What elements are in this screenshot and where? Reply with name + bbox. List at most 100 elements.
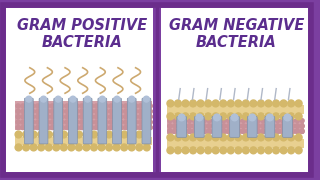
Circle shape — [273, 134, 279, 141]
Circle shape — [98, 144, 105, 151]
Circle shape — [214, 114, 220, 121]
Circle shape — [212, 129, 216, 133]
Circle shape — [167, 100, 174, 107]
Circle shape — [80, 104, 84, 108]
Circle shape — [197, 100, 204, 107]
Circle shape — [53, 131, 60, 138]
Circle shape — [197, 129, 201, 133]
Circle shape — [109, 115, 113, 119]
Circle shape — [258, 134, 264, 141]
Circle shape — [148, 109, 152, 113]
Circle shape — [124, 120, 128, 124]
Circle shape — [113, 131, 120, 138]
Circle shape — [70, 104, 74, 108]
Circle shape — [295, 129, 299, 133]
Circle shape — [258, 113, 264, 120]
Circle shape — [99, 125, 103, 130]
Circle shape — [80, 115, 84, 119]
Circle shape — [295, 124, 299, 128]
Circle shape — [50, 125, 54, 130]
Circle shape — [251, 119, 255, 123]
Circle shape — [183, 129, 187, 133]
Circle shape — [124, 109, 128, 113]
Circle shape — [188, 124, 191, 128]
Circle shape — [53, 144, 60, 151]
Circle shape — [190, 134, 196, 141]
Circle shape — [94, 125, 99, 130]
Circle shape — [136, 131, 143, 138]
Circle shape — [227, 113, 234, 120]
Circle shape — [258, 100, 264, 107]
Circle shape — [70, 125, 74, 130]
Circle shape — [173, 124, 177, 128]
Circle shape — [300, 124, 304, 128]
Circle shape — [183, 124, 187, 128]
Circle shape — [205, 113, 212, 120]
Circle shape — [266, 129, 270, 133]
Circle shape — [148, 125, 152, 130]
Circle shape — [60, 144, 67, 151]
Bar — [15, 137, 152, 145]
Circle shape — [94, 120, 99, 124]
Circle shape — [197, 129, 201, 133]
Circle shape — [243, 113, 249, 120]
Circle shape — [114, 115, 118, 119]
Circle shape — [197, 124, 201, 128]
Circle shape — [99, 115, 103, 119]
Circle shape — [227, 134, 234, 141]
Circle shape — [41, 115, 44, 119]
Circle shape — [288, 113, 294, 120]
Circle shape — [124, 104, 128, 108]
Circle shape — [26, 109, 30, 113]
Circle shape — [235, 134, 242, 141]
Text: GRAM NEGATIVE
BACTERIA: GRAM NEGATIVE BACTERIA — [169, 18, 304, 50]
Circle shape — [174, 134, 181, 141]
Circle shape — [23, 144, 29, 151]
Circle shape — [60, 125, 64, 130]
Circle shape — [148, 115, 152, 119]
Circle shape — [143, 131, 150, 138]
Circle shape — [50, 109, 54, 113]
FancyBboxPatch shape — [68, 98, 77, 144]
Circle shape — [232, 129, 236, 133]
Circle shape — [192, 124, 196, 128]
Circle shape — [284, 114, 291, 121]
Circle shape — [173, 129, 177, 133]
Circle shape — [288, 100, 294, 107]
Circle shape — [256, 129, 260, 133]
Circle shape — [222, 124, 226, 128]
Circle shape — [21, 125, 25, 130]
Circle shape — [188, 124, 191, 128]
Circle shape — [271, 129, 275, 133]
Circle shape — [178, 114, 185, 121]
Circle shape — [90, 120, 93, 124]
Circle shape — [26, 120, 30, 124]
Circle shape — [256, 124, 260, 128]
Circle shape — [114, 96, 120, 102]
Circle shape — [119, 120, 123, 124]
Circle shape — [36, 104, 40, 108]
Circle shape — [227, 100, 234, 107]
Circle shape — [271, 129, 275, 133]
Circle shape — [188, 119, 191, 123]
Circle shape — [133, 115, 138, 119]
Circle shape — [109, 125, 113, 130]
Circle shape — [243, 100, 249, 107]
Circle shape — [178, 129, 182, 133]
Bar — [15, 101, 152, 130]
Circle shape — [84, 125, 89, 130]
Circle shape — [133, 109, 138, 113]
Circle shape — [129, 96, 135, 102]
Circle shape — [231, 114, 238, 121]
Circle shape — [227, 129, 231, 133]
Circle shape — [227, 147, 234, 154]
Circle shape — [100, 96, 105, 102]
Circle shape — [45, 131, 52, 138]
Circle shape — [139, 115, 143, 119]
Circle shape — [207, 129, 211, 133]
Circle shape — [236, 124, 240, 128]
Circle shape — [106, 144, 113, 151]
Circle shape — [281, 129, 284, 133]
Circle shape — [167, 134, 174, 141]
Circle shape — [174, 147, 181, 154]
